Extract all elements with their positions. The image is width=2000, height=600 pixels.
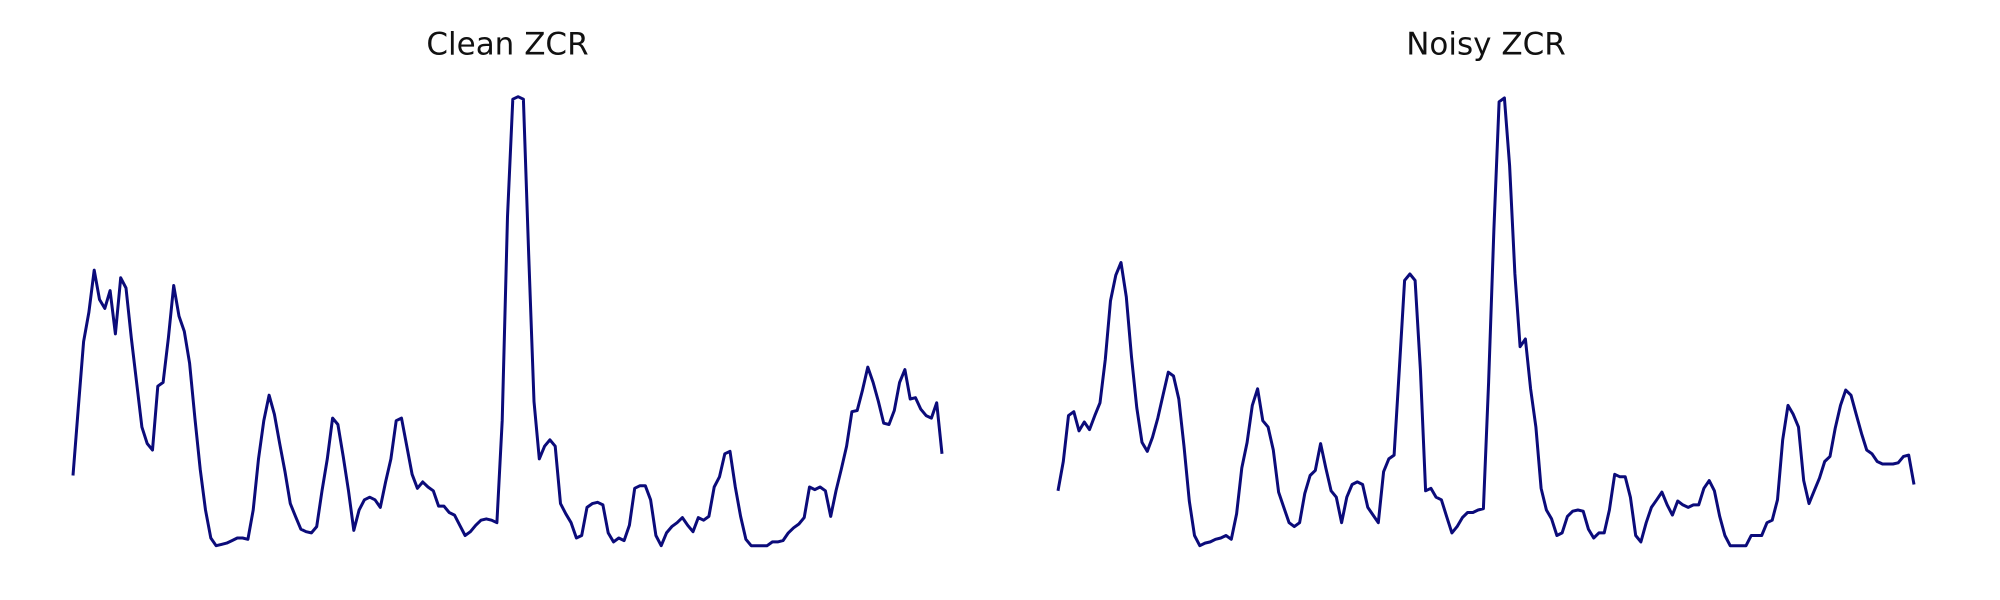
chart-title: Clean ZCR (426, 27, 588, 63)
chart-title: Noisy ZCR (1406, 27, 1566, 63)
line (1056, 96, 1916, 548)
line (71, 95, 944, 548)
